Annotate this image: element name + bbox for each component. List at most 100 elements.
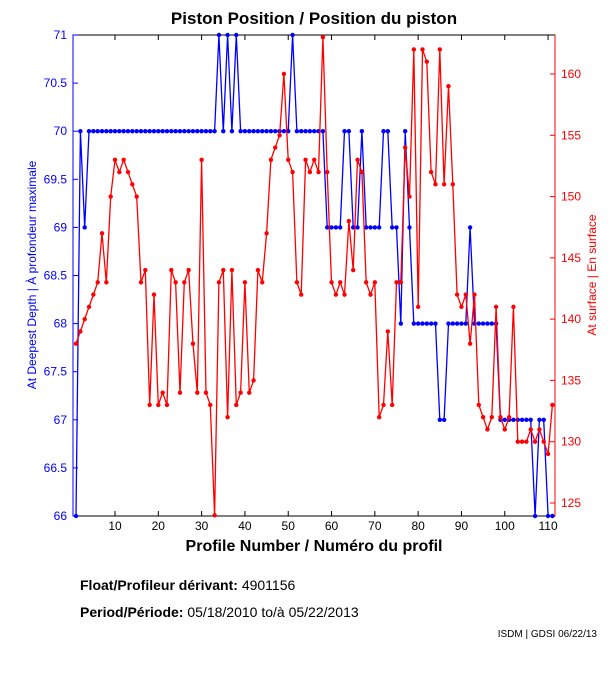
data-point — [208, 129, 213, 134]
data-point — [199, 157, 204, 162]
data-point — [476, 321, 481, 326]
data-point — [281, 71, 287, 77]
left-y-tick-label: 66 — [54, 509, 68, 523]
chart-title: Piston Position / Position du piston — [171, 9, 457, 28]
data-point — [333, 292, 339, 297]
data-point — [307, 129, 313, 134]
data-point — [255, 267, 261, 273]
data-point — [73, 341, 79, 346]
data-point — [376, 225, 382, 230]
data-point — [108, 129, 113, 134]
data-point — [329, 280, 334, 285]
data-point — [95, 129, 100, 134]
data-point — [402, 129, 408, 134]
left-y-tick-label: 68 — [54, 317, 68, 331]
data-point — [303, 129, 308, 134]
data-point — [307, 169, 313, 175]
data-point — [164, 402, 170, 408]
data-point — [480, 321, 486, 326]
data-point — [160, 129, 165, 134]
data-point — [433, 182, 438, 187]
data-point — [355, 225, 360, 230]
data-point — [125, 129, 131, 134]
x-axis-label: Profile Number / Numéro du profil — [186, 538, 443, 555]
data-point — [199, 129, 204, 134]
data-point — [73, 513, 79, 519]
x-tick-label: 80 — [411, 519, 425, 533]
data-point — [325, 169, 330, 175]
data-point — [385, 329, 391, 334]
left-axis-label: At Deepest Depth | À profondeur maximale — [24, 160, 39, 389]
data-point — [216, 32, 222, 38]
data-point — [112, 129, 118, 134]
data-point — [402, 145, 408, 150]
data-point — [186, 267, 191, 273]
left-y-tick-label: 67.5 — [44, 365, 68, 379]
data-point — [537, 427, 542, 432]
period-label: Period/Période: — [80, 604, 184, 620]
left-y-tick-label: 70 — [54, 124, 68, 138]
data-point — [229, 267, 235, 273]
data-point — [359, 129, 365, 134]
data-point — [195, 129, 200, 134]
data-point — [108, 194, 113, 199]
end-date: 05/22/2013 — [288, 604, 359, 620]
data-point — [212, 513, 217, 518]
data-point — [290, 169, 295, 175]
data-point — [156, 402, 161, 408]
data-point — [325, 225, 330, 230]
data-point — [454, 292, 460, 297]
data-point — [415, 321, 421, 326]
data-point — [368, 292, 373, 297]
data-point — [437, 47, 443, 52]
series-line — [75, 37, 554, 516]
data-point — [428, 169, 434, 175]
right-y-tick-label: 135 — [561, 373, 581, 387]
data-point — [541, 439, 546, 444]
data-point — [446, 84, 451, 89]
left-y-tick-label: 71 — [54, 28, 68, 42]
data-point — [91, 292, 96, 297]
data-point — [519, 417, 525, 422]
data-point — [117, 169, 122, 175]
to-label: to/à — [261, 604, 285, 620]
data-point — [350, 267, 356, 273]
data-point — [151, 129, 157, 134]
x-tick-label: 30 — [195, 519, 209, 533]
data-point — [82, 225, 87, 230]
x-tick-label: 100 — [495, 519, 515, 533]
data-point — [524, 417, 529, 422]
data-point — [411, 47, 417, 52]
data-point — [459, 304, 464, 310]
data-point — [420, 321, 425, 326]
x-tick-label: 60 — [325, 519, 339, 533]
data-point — [454, 321, 460, 326]
data-point — [299, 129, 304, 134]
data-point — [389, 402, 395, 408]
data-point — [143, 129, 148, 134]
data-point — [342, 129, 347, 134]
data-point — [273, 129, 278, 134]
x-tick-label: 20 — [152, 519, 166, 533]
data-point — [502, 427, 507, 432]
data-point — [238, 390, 243, 395]
data-point — [264, 129, 269, 134]
data-point — [541, 417, 546, 422]
data-point — [160, 390, 165, 395]
data-point — [428, 321, 434, 326]
data-point — [134, 194, 139, 199]
data-point — [359, 169, 365, 175]
data-point — [398, 280, 404, 285]
data-point — [411, 321, 417, 326]
data-point — [186, 129, 191, 134]
x-tick-label: 110 — [539, 519, 558, 533]
x-tick-label: 10 — [108, 519, 122, 533]
data-point — [203, 390, 209, 395]
data-point — [277, 133, 282, 138]
right-y-tick-label: 160 — [561, 67, 581, 81]
data-point — [545, 451, 551, 457]
data-point — [299, 292, 304, 297]
data-point — [147, 129, 152, 134]
data-point — [528, 427, 533, 432]
